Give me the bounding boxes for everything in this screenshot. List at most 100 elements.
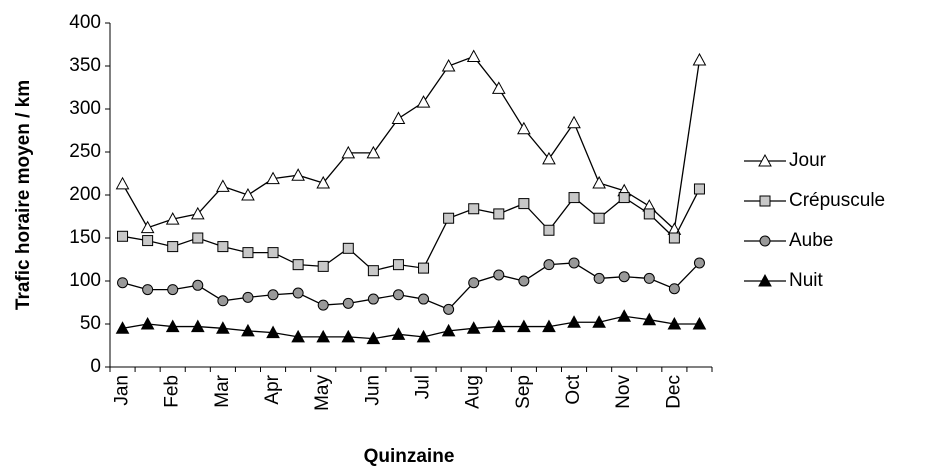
- x-tick-label: Dec: [663, 375, 684, 409]
- marker: [692, 316, 707, 330]
- marker: [693, 183, 705, 195]
- legend-marker: [758, 273, 772, 287]
- legend-marker: [759, 195, 771, 207]
- marker: [542, 319, 556, 333]
- marker: [518, 275, 530, 287]
- marker: [468, 203, 480, 215]
- marker: [317, 299, 329, 311]
- marker: [568, 192, 580, 204]
- marker: [643, 272, 655, 284]
- marker: [567, 315, 581, 328]
- marker: [140, 220, 155, 234]
- marker: [618, 192, 630, 204]
- x-tick-label: Jun: [362, 375, 383, 406]
- marker: [217, 241, 229, 253]
- marker: [190, 206, 205, 220]
- marker: [466, 49, 481, 63]
- legend-label: Nuit: [789, 270, 824, 291]
- marker: [317, 260, 329, 272]
- x-tick-label: Nov: [613, 375, 634, 409]
- marker: [418, 262, 430, 274]
- marker: [241, 323, 255, 337]
- legend-label: Jour: [789, 150, 827, 171]
- marker: [115, 176, 130, 190]
- marker: [167, 284, 179, 296]
- series-line: [122, 262, 700, 311]
- marker: [341, 329, 356, 343]
- legend-marker: [758, 153, 772, 167]
- marker: [267, 289, 279, 301]
- x-tick-label: Mar: [212, 374, 233, 407]
- x-tick-label: Sep: [513, 375, 534, 409]
- marker: [117, 230, 129, 242]
- marker: [493, 269, 505, 281]
- legend-label: Crépuscule: [789, 190, 885, 211]
- marker: [142, 284, 154, 296]
- y-tick-label: 200: [69, 184, 101, 205]
- series-line: [121, 55, 701, 231]
- x-tick-label: Apr: [262, 374, 283, 404]
- marker: [266, 325, 280, 339]
- marker: [416, 329, 431, 343]
- x-tick-label: May: [312, 375, 333, 411]
- marker: [341, 145, 356, 159]
- legend-label: Aube: [789, 230, 833, 251]
- marker: [592, 315, 606, 328]
- y-tick-label: 50: [80, 313, 101, 334]
- marker: [543, 224, 555, 236]
- marker: [216, 321, 230, 334]
- marker: [292, 259, 304, 271]
- marker: [266, 171, 280, 185]
- marker: [568, 257, 580, 269]
- marker: [342, 242, 354, 254]
- marker: [167, 241, 179, 253]
- marker: [543, 259, 555, 271]
- marker: [241, 187, 255, 201]
- marker: [291, 329, 305, 343]
- x-tick-label: Jul: [413, 375, 434, 399]
- marker: [192, 279, 204, 291]
- y-tick-label: 400: [69, 12, 101, 33]
- marker: [491, 81, 506, 94]
- x-tick-label: Feb: [162, 375, 183, 408]
- marker: [316, 175, 331, 189]
- marker: [292, 287, 304, 299]
- marker: [443, 303, 455, 315]
- marker: [418, 293, 430, 305]
- marker: [140, 316, 155, 330]
- y-tick-label: 100: [69, 270, 101, 291]
- marker: [242, 247, 254, 259]
- marker: [267, 247, 279, 259]
- marker: [618, 271, 630, 283]
- marker: [593, 272, 605, 284]
- x-tick-label: Oct: [563, 374, 584, 404]
- x-tick-label: Jan: [112, 375, 133, 406]
- marker: [217, 295, 229, 307]
- marker: [692, 52, 707, 66]
- legend-marker: [759, 235, 771, 247]
- x-axis-label: Quinzaine: [364, 446, 455, 467]
- y-axis-label: Trafic horaire moyen / km: [13, 80, 34, 310]
- marker: [190, 319, 205, 333]
- marker: [165, 212, 180, 225]
- marker: [493, 208, 505, 220]
- marker: [391, 327, 406, 340]
- marker: [668, 232, 680, 244]
- marker: [668, 283, 680, 295]
- marker: [441, 323, 456, 337]
- marker: [291, 168, 305, 181]
- marker: [518, 198, 530, 210]
- marker: [192, 232, 204, 244]
- marker: [165, 319, 180, 333]
- y-tick-label: 150: [69, 227, 101, 248]
- marker: [542, 151, 556, 165]
- marker: [491, 319, 506, 333]
- marker: [115, 321, 130, 334]
- marker: [117, 277, 129, 289]
- y-tick-label: 250: [69, 141, 101, 162]
- marker: [242, 291, 254, 303]
- marker: [667, 316, 682, 330]
- marker: [443, 212, 455, 224]
- marker: [367, 293, 379, 305]
- x-tick-label: Aug: [463, 375, 484, 409]
